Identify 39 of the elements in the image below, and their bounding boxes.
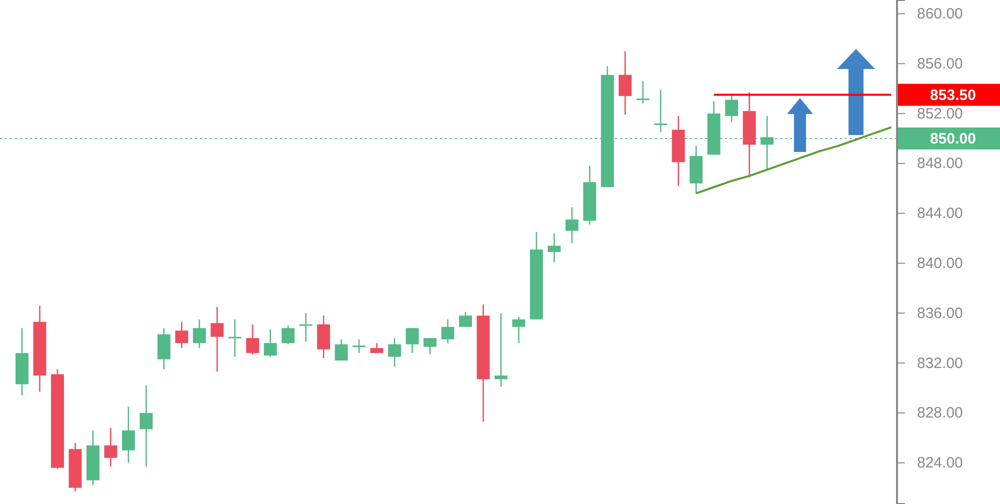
candlestick <box>299 312 312 342</box>
candlestick <box>210 306 224 372</box>
candlestick <box>512 316 526 344</box>
candlestick <box>352 338 366 354</box>
text: 853.50 <box>930 87 976 104</box>
y-tick-label: 852.00 <box>917 105 963 122</box>
candlestick <box>441 318 454 344</box>
y-tick-label: 840.00 <box>917 255 963 272</box>
candlestick <box>388 337 402 368</box>
candlestick <box>264 328 277 358</box>
candlestick <box>459 311 472 328</box>
y-tick-label: 836.00 <box>917 304 963 322</box>
candlestick <box>192 318 206 349</box>
y-tick-label: 856.00 <box>917 55 963 72</box>
candlestick <box>334 338 348 362</box>
candlestick <box>228 318 242 358</box>
candlestick <box>282 324 295 345</box>
candlestick <box>140 384 153 468</box>
candlestick <box>122 406 135 464</box>
candlestick <box>424 337 436 355</box>
y-tick-label: 824.00 <box>917 454 963 472</box>
candlestick <box>654 89 668 133</box>
y-tick-label: 860.00 <box>917 6 963 23</box>
candlestick <box>725 94 738 123</box>
candlestick <box>494 312 508 388</box>
candlestick <box>406 327 419 354</box>
y-tick-label: 832.00 <box>917 354 963 372</box>
y-tick-label: 848.00 <box>917 155 963 172</box>
candlestick <box>618 50 632 116</box>
candlestick <box>175 321 188 349</box>
line-series <box>695 126 892 194</box>
candlestick <box>104 427 118 468</box>
candlestick <box>548 232 561 263</box>
candlestick <box>246 324 260 355</box>
candlestick <box>565 206 578 244</box>
y-tick-label: 828.00 <box>917 404 963 422</box>
candlestick <box>636 80 650 104</box>
ref-line-label: 850.00 <box>930 130 976 148</box>
y-tick-label: 844.00 <box>917 205 963 222</box>
